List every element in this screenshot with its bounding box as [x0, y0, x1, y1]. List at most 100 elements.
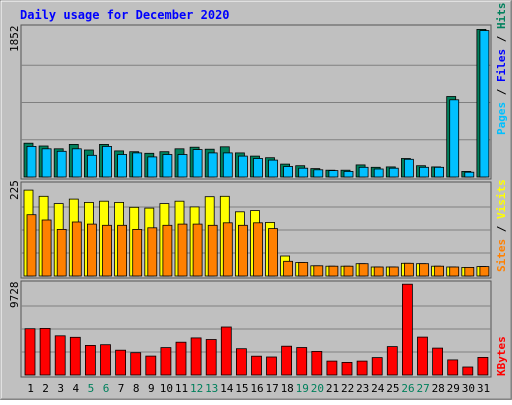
bar-files-day-5 — [87, 154, 97, 178]
bar-kbytes-day-31 — [477, 356, 489, 376]
y-max-label-bottom: 9728 — [8, 282, 21, 309]
bar-sites-day-31 — [479, 266, 490, 277]
bar-files-day-26 — [403, 158, 414, 178]
bar-kbytes-day-15 — [235, 348, 247, 376]
x-tick-label-day-26: 26 — [401, 382, 414, 395]
x-tick-label-day-28: 28 — [432, 382, 445, 395]
bar-kbytes-day-20 — [311, 350, 323, 376]
x-tick-label-day-9: 9 — [148, 382, 155, 395]
bar-files-day-7 — [117, 154, 127, 178]
bar-files-day-30 — [464, 171, 475, 178]
x-tick-label-day-30: 30 — [462, 382, 475, 395]
bar-kbytes-day-3 — [54, 335, 66, 376]
bar-sites-day-10 — [162, 224, 173, 277]
legend-pages: Pages — [495, 102, 508, 135]
x-tick-label-day-7: 7 — [118, 382, 125, 395]
bar-sites-day-11 — [177, 223, 188, 277]
y-max-label-middle: 225 — [8, 180, 21, 200]
bar-kbytes-day-16 — [251, 355, 262, 376]
bar-files-day-25 — [388, 167, 399, 178]
x-tick-label-day-6: 6 — [103, 382, 110, 395]
legend-middle: Sites / Visits — [495, 179, 508, 272]
x-tick-label-day-24: 24 — [371, 382, 385, 395]
x-tick-label-day-1: 1 — [27, 382, 34, 395]
bar-sites-day-13 — [207, 224, 218, 277]
legend-sites: Sites — [495, 239, 508, 272]
bar-sites-day-7 — [117, 224, 127, 277]
bar-files-day-2 — [41, 148, 52, 178]
x-tick-label-day-8: 8 — [133, 382, 140, 395]
bar-files-day-23 — [358, 166, 369, 178]
x-tick-label-day-14: 14 — [220, 382, 234, 395]
x-tick-label-day-27: 27 — [416, 382, 429, 395]
bar-files-day-9 — [147, 156, 158, 178]
bar-files-day-4 — [71, 148, 82, 178]
bar-sites-day-21 — [328, 265, 339, 277]
bar-sites-day-27 — [419, 263, 429, 277]
bar-sites-day-1 — [26, 214, 37, 277]
x-tick-label-day-29: 29 — [447, 382, 460, 395]
bar-files-day-21 — [328, 170, 339, 178]
bar-kbytes-day-4 — [69, 336, 81, 376]
bar-sites-day-12 — [192, 223, 203, 277]
bar-files-day-12 — [192, 149, 203, 178]
bar-files-day-10 — [162, 154, 173, 178]
x-tick-label-day-17: 17 — [265, 382, 278, 395]
x-tick-label-day-4: 4 — [72, 382, 79, 395]
bar-sites-day-9 — [147, 227, 158, 277]
bar-files-day-27 — [419, 166, 429, 178]
bar-sites-day-6 — [102, 224, 112, 277]
bar-kbytes-day-29 — [447, 359, 459, 376]
bar-sites-day-2 — [41, 219, 52, 277]
bar-kbytes-day-22 — [341, 361, 353, 376]
x-tick-label-day-18: 18 — [281, 382, 294, 395]
bar-files-day-18 — [283, 166, 294, 178]
bar-kbytes-day-7 — [115, 349, 126, 376]
bar-sites-day-18 — [283, 260, 294, 277]
bar-kbytes-day-23 — [356, 360, 368, 376]
bar-kbytes-day-30 — [462, 366, 474, 376]
bar-sites-day-8 — [132, 228, 143, 277]
x-tick-label-day-11: 11 — [175, 382, 188, 395]
bar-sites-day-19 — [298, 262, 309, 277]
bar-files-day-24 — [373, 168, 384, 178]
x-axis-labels: 1 2 3 4 5 6 7 8 9 10 11 12 13 14 15 16 17 18 19 20 21 22 23 24 2… — [27, 382, 490, 395]
bar-kbytes-day-14 — [220, 326, 232, 376]
bar-files-day-19 — [298, 167, 309, 178]
bar-kbytes-day-27 — [417, 336, 428, 376]
bar-files-day-11 — [177, 154, 188, 178]
bar-sites-day-28 — [434, 265, 445, 277]
bar-kbytes-day-28 — [432, 347, 444, 376]
bar-files-day-15 — [237, 155, 248, 178]
bar-kbytes-day-18 — [281, 345, 293, 376]
x-tick-label-day-22: 22 — [341, 382, 354, 395]
x-tick-label-day-21: 21 — [326, 382, 339, 395]
bar-files-day-28 — [434, 166, 445, 178]
bar-files-day-20 — [313, 169, 324, 178]
bar-sites-day-30 — [464, 266, 475, 277]
bar-kbytes-day-11 — [175, 341, 187, 376]
x-tick-label-day-20: 20 — [311, 382, 324, 395]
x-tick-label-day-2: 2 — [42, 382, 49, 395]
bar-kbytes-day-13 — [205, 339, 217, 376]
bar-kbytes-day-24 — [371, 357, 383, 376]
bar-sites-day-15 — [237, 224, 248, 277]
x-tick-label-day-13: 13 — [205, 382, 218, 395]
bar-sites-day-29 — [449, 266, 460, 277]
bar-kbytes-day-2 — [39, 327, 51, 376]
bar-kbytes-day-25 — [386, 346, 398, 376]
bar-sites-day-24 — [373, 266, 384, 277]
bar-kbytes-day-5 — [85, 344, 96, 376]
bar-kbytes-day-1 — [24, 328, 36, 376]
bar-kbytes-day-9 — [145, 355, 157, 376]
bar-kbytes-day-6 — [100, 344, 111, 376]
legend-hits: Hits — [495, 3, 508, 30]
bar-sites-day-22 — [343, 265, 354, 277]
y-max-label-top: 1852 — [8, 26, 21, 53]
bars — [23, 28, 490, 376]
bar-kbytes-day-26 — [401, 283, 413, 376]
legend-top: Pages / Files / Hits — [495, 3, 508, 136]
bar-sites-day-17 — [268, 228, 278, 277]
legend-files: Files — [495, 49, 508, 82]
